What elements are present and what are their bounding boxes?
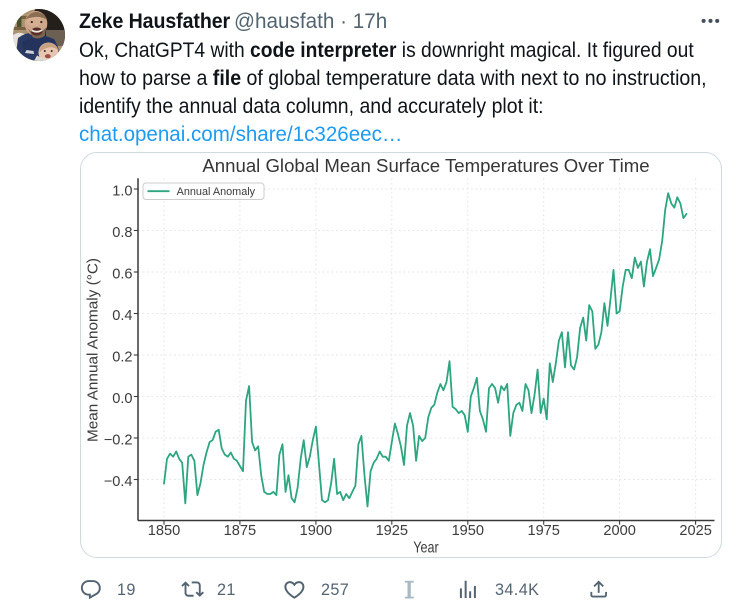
svg-text:1900: 1900 (300, 523, 332, 539)
svg-text:0.6: 0.6 (112, 266, 132, 282)
svg-text:Mean Annual Anomaly (°C): Mean Annual Anomaly (°C) (85, 258, 101, 442)
svg-text:−0.4: −0.4 (104, 474, 133, 490)
svg-text:1950: 1950 (452, 523, 484, 539)
svg-text:2000: 2000 (603, 523, 635, 539)
svg-text:0.4: 0.4 (112, 308, 132, 324)
svg-text:0.2: 0.2 (112, 349, 132, 365)
svg-text:1975: 1975 (527, 523, 559, 539)
svg-text:0.0: 0.0 (112, 391, 132, 407)
svg-text:1.0: 1.0 (112, 183, 132, 199)
svg-text:1925: 1925 (376, 523, 408, 539)
svg-text:1850: 1850 (148, 523, 180, 539)
svg-text:2025: 2025 (679, 523, 711, 539)
svg-text:0.8: 0.8 (112, 225, 132, 241)
svg-text:Annual Anomaly: Annual Anomaly (177, 186, 256, 198)
svg-text:Annual Global Mean Surface Tem: Annual Global Mean Surface Temperatures … (202, 155, 649, 176)
svg-text:−0.2: −0.2 (104, 432, 133, 448)
svg-text:1875: 1875 (224, 523, 256, 539)
svg-text:Year: Year (413, 539, 439, 556)
